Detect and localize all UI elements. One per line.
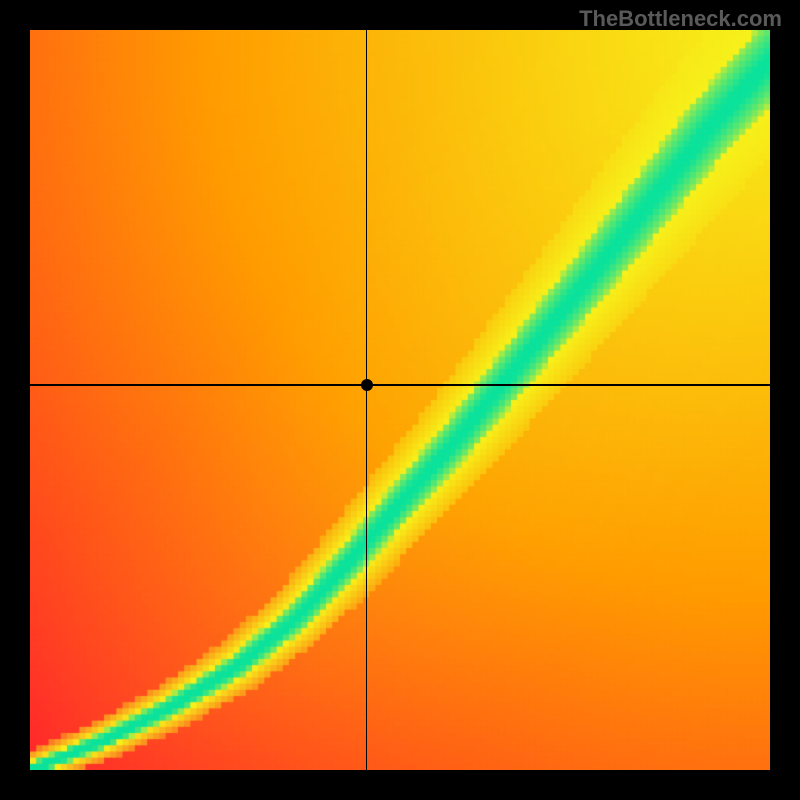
crosshair-marker-dot [361, 379, 373, 391]
heatmap-canvas [30, 30, 770, 770]
heatmap-plot-area [30, 30, 770, 770]
chart-container: TheBottleneck.com [0, 0, 800, 800]
watermark-text: TheBottleneck.com [579, 6, 782, 32]
crosshair-vertical [366, 30, 368, 770]
crosshair-horizontal [30, 384, 770, 386]
